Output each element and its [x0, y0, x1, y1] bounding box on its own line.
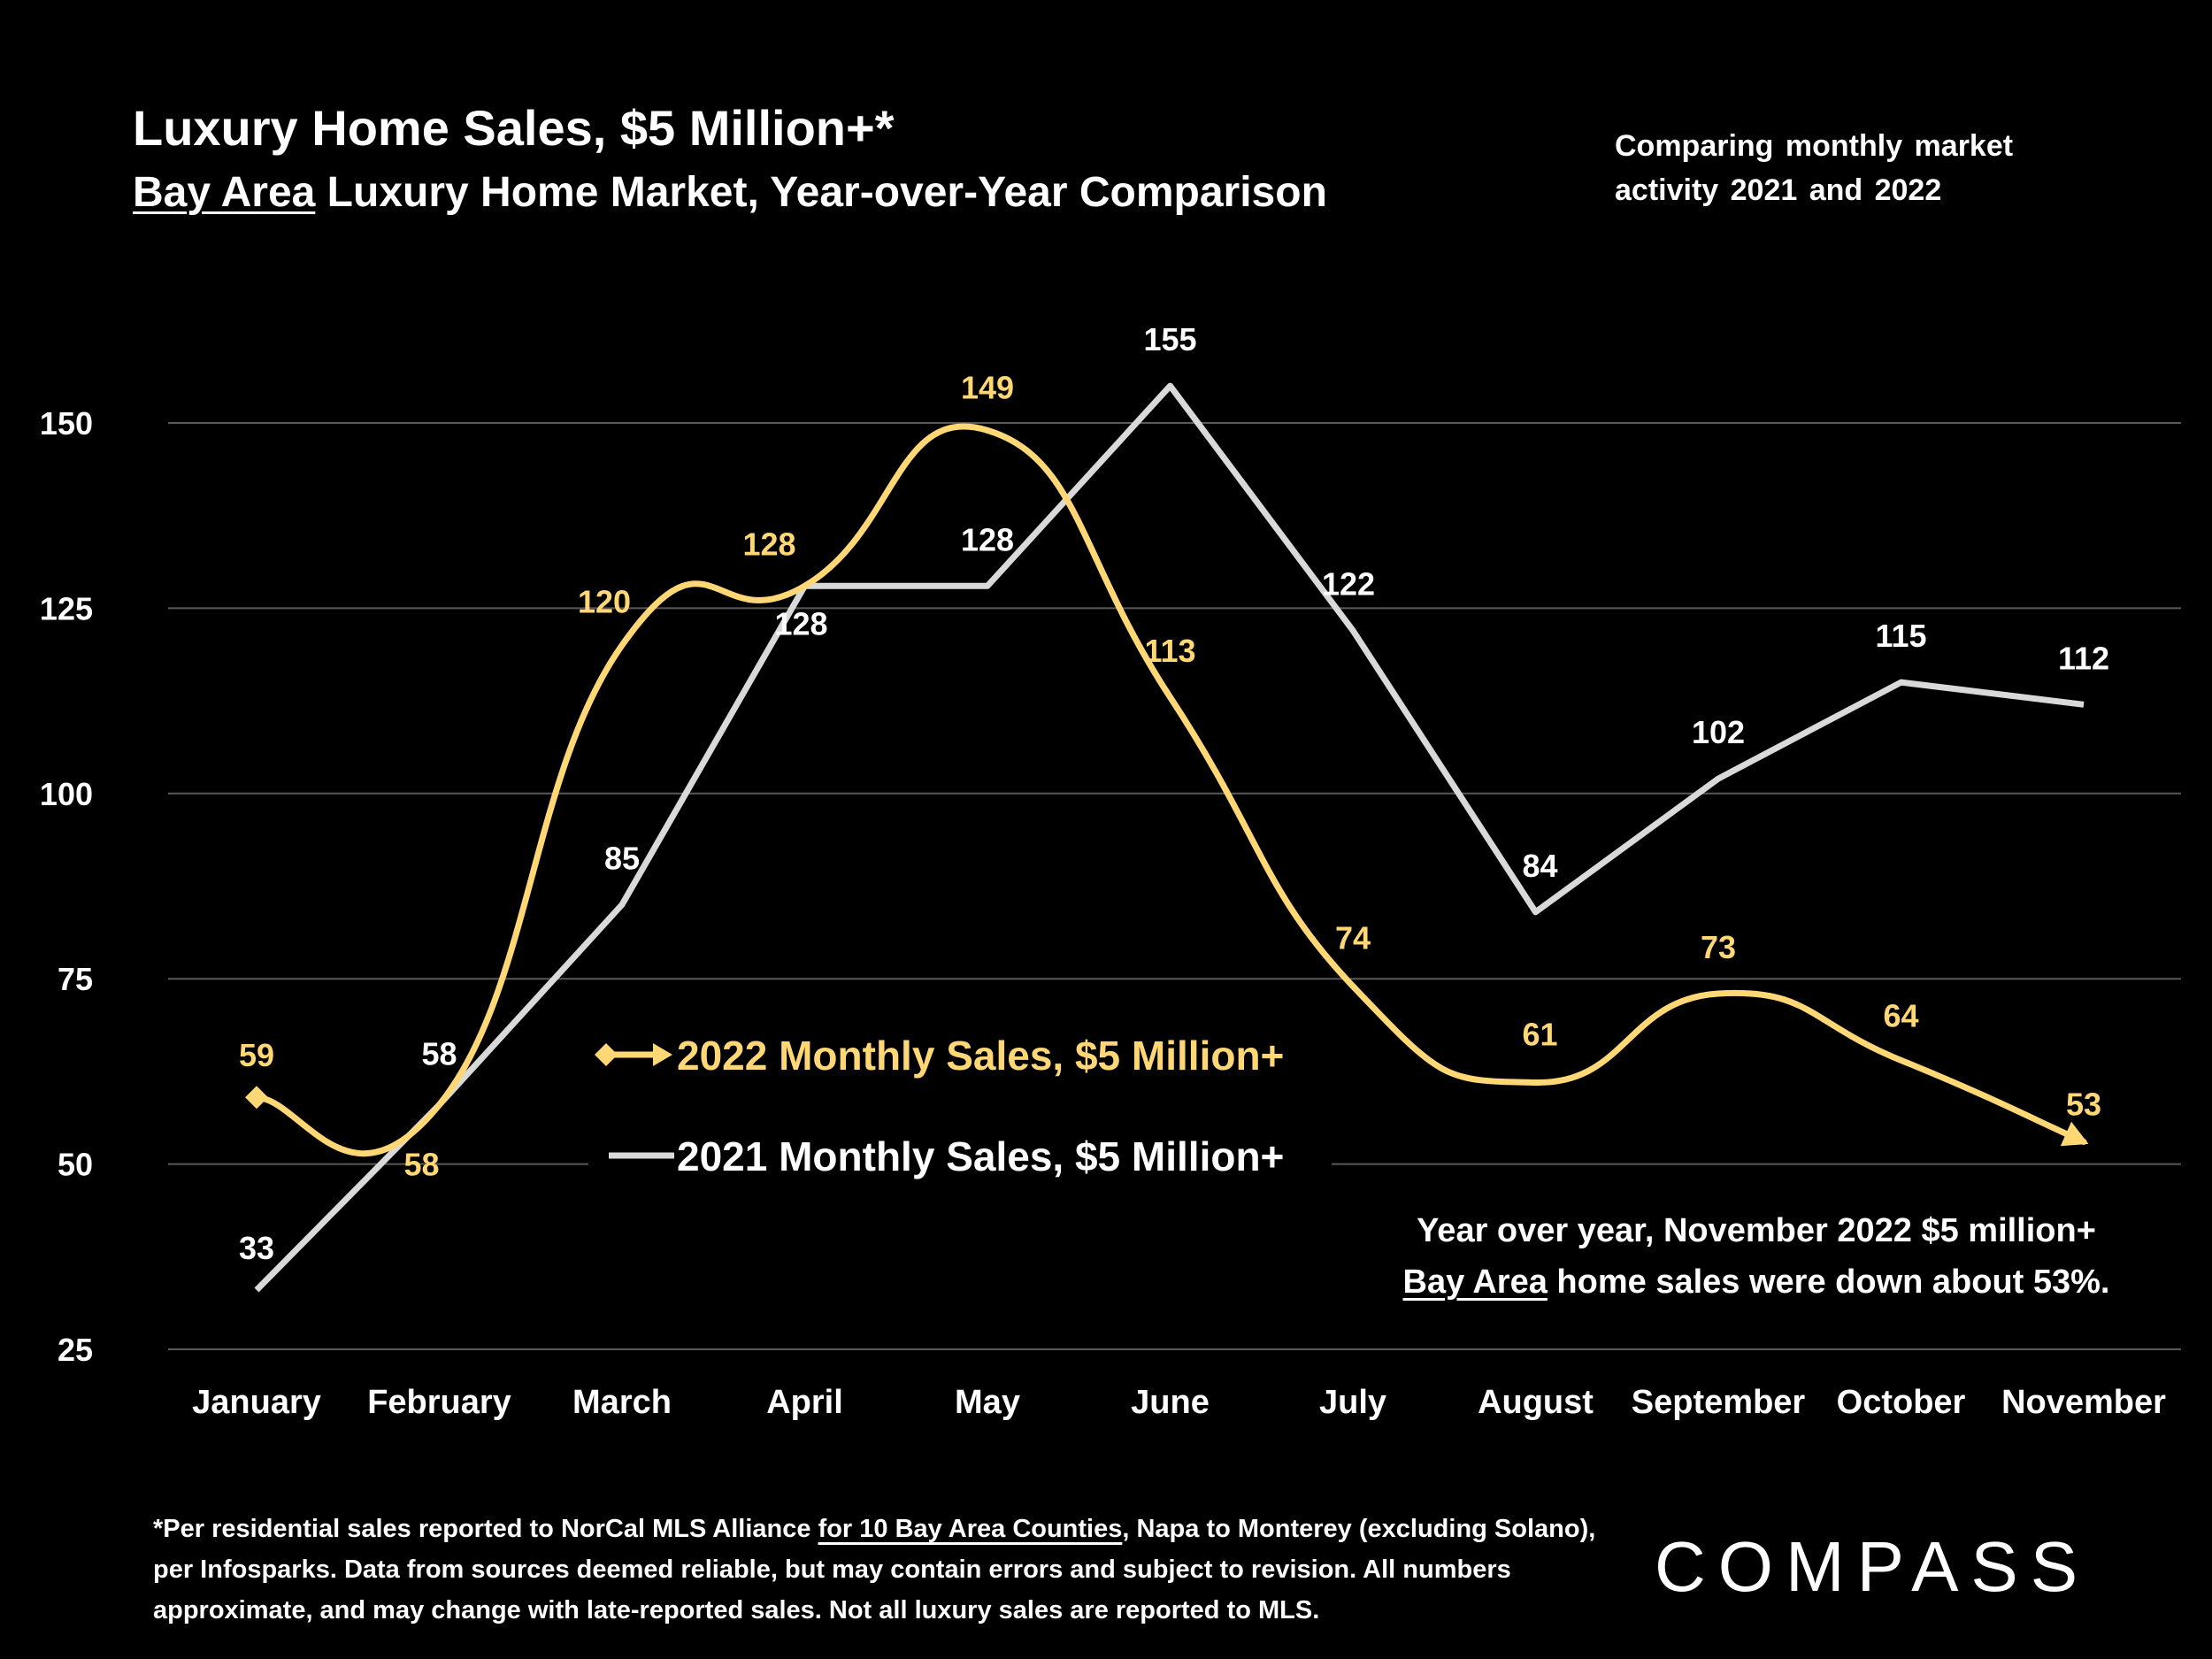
data-label-2022: 113	[1144, 633, 1195, 669]
footnote-part-3: , Napa to Monterey (excluding Solano), p…	[153, 1515, 1596, 1624]
x-tick-label: October	[1837, 1384, 1966, 1421]
y-tick-label: 125	[40, 590, 93, 626]
data-label-2021: 85	[604, 840, 640, 876]
legend-box	[588, 1018, 1332, 1177]
side-note: Comparing monthly market activity 2021 a…	[1615, 129, 2014, 207]
x-tick-label: January	[192, 1384, 321, 1421]
callout-line-2: Bay Area home sales were down about 53%.	[1301, 1256, 2212, 1308]
x-tick-label: July	[1319, 1384, 1386, 1421]
data-label-2021: 33	[239, 1230, 274, 1266]
data-label-2022: 120	[578, 583, 631, 619]
callout-line-1: Year over year, November 2022 $5 million…	[1417, 1212, 2096, 1249]
data-label-2021: 128	[774, 605, 827, 641]
series-line-2021	[254, 382, 2085, 1293]
legend-label-2022: 2022 Monthly Sales, $5 Million+	[677, 1033, 1284, 1079]
data-label-2021: 84	[1522, 848, 1557, 884]
data-label-2022: 73	[1701, 929, 1736, 965]
start-marker-2022	[245, 1086, 268, 1110]
footnote-part-1: *Per residential sales reported to NorCa…	[153, 1515, 818, 1543]
x-tick-label: November	[2001, 1384, 2166, 1421]
callout-region: Bay Area	[1402, 1263, 1548, 1301]
yoy-callout: Year over year, November 2022 $5 million…	[1301, 1205, 2212, 1308]
data-label-2022: 59	[239, 1037, 274, 1073]
data-label-2021: 58	[421, 1036, 457, 1072]
y-tick-label: 50	[58, 1147, 93, 1183]
callout-rest: home sales were down about 53%.	[1547, 1263, 2110, 1301]
data-label-2022: 74	[1335, 920, 1371, 956]
legend-label-2021: 2021 Monthly Sales, $5 Million+	[677, 1133, 1284, 1179]
end-arrow-2022	[2060, 1121, 2089, 1147]
x-tick-label: May	[955, 1384, 1020, 1421]
data-label-2021: 115	[1875, 618, 1926, 654]
x-tick-label: August	[1478, 1384, 1594, 1421]
data-label-2022: 149	[961, 369, 1014, 405]
subtitle-region: Bay Area	[133, 169, 316, 216]
slide-title: Luxury Home Sales, $5 Million+*	[133, 100, 895, 156]
slide-subtitle: Bay Area Luxury Home Market, Year-over-Y…	[133, 168, 1327, 217]
data-label-2022: 64	[1883, 997, 1918, 1033]
data-label-2021: 112	[2058, 640, 2109, 676]
data-label-2021: 155	[1143, 321, 1196, 357]
series-line-2022	[253, 423, 2087, 1157]
y-tick-label: 25	[58, 1332, 93, 1368]
data-label-2022: 53	[2066, 1086, 2101, 1122]
footnote: *Per residential sales reported to NorCa…	[153, 1509, 1613, 1631]
x-tick-label: September	[1632, 1384, 1806, 1421]
footnote-counties: for 10 Bay Area Counties	[818, 1515, 1123, 1543]
y-tick-label: 100	[40, 776, 93, 812]
data-label-2022: 128	[742, 526, 795, 562]
subtitle-rest: Luxury Home Market, Year-over-Year Compa…	[315, 169, 1327, 216]
data-label-2022: 58	[403, 1147, 439, 1183]
legend-arrow-icon	[653, 1043, 672, 1066]
data-label-2021: 122	[1322, 566, 1375, 603]
y-tick-label: 150	[40, 405, 93, 442]
data-label-2022: 61	[1522, 1016, 1557, 1052]
compass-logo: COMPASS	[1655, 1527, 2091, 1606]
x-tick-label: February	[367, 1384, 511, 1421]
data-label-2021: 102	[1692, 714, 1745, 750]
data-label-2021: 128	[961, 521, 1014, 557]
y-tick-label: 75	[58, 961, 93, 997]
legend-diamond-icon	[595, 1043, 618, 1066]
x-tick-label: April	[766, 1384, 843, 1421]
x-tick-label: June	[1131, 1384, 1210, 1421]
x-tick-label: March	[572, 1384, 672, 1421]
